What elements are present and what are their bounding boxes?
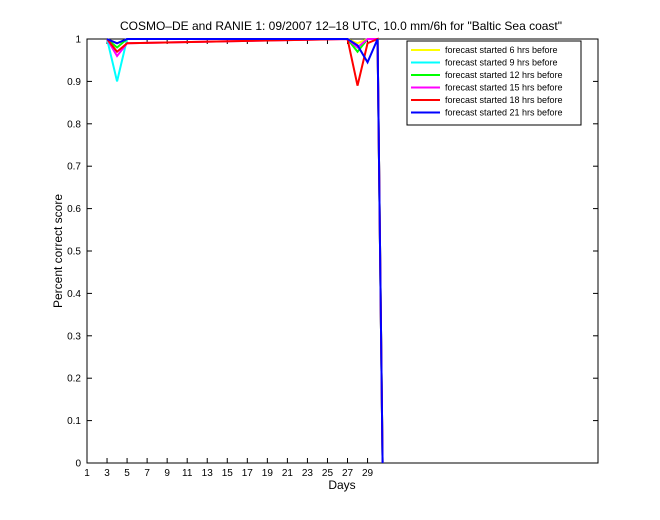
y-tick-label: 0.7 xyxy=(67,162,81,173)
y-tick-label: 1 xyxy=(75,35,81,46)
legend-label: forecast started 12 hrs before xyxy=(445,70,563,80)
legend-label: forecast started 9 hrs before xyxy=(445,58,558,68)
x-tick-label: 23 xyxy=(302,468,314,479)
x-axis-title: Days xyxy=(328,478,355,492)
legend-box xyxy=(406,40,582,126)
chart-title: COSMO–DE and RANIE 1: 09/2007 12–18 UTC,… xyxy=(120,19,562,33)
legend-label: forecast started 18 hrs before xyxy=(445,95,563,105)
y-tick-label: 0.2 xyxy=(67,374,81,385)
legend-label: forecast started 15 hrs before xyxy=(445,83,563,93)
y-tick-label: 0.1 xyxy=(67,416,81,427)
legend-label: forecast started 21 hrs before xyxy=(445,108,563,118)
legend: forecast started 6 hrs before forecast st… xyxy=(406,40,582,126)
series-line-5 xyxy=(106,37,384,464)
x-tick-label: 19 xyxy=(262,468,274,479)
y-axis-title: Percent correct score xyxy=(51,194,65,308)
x-tick-label: 11 xyxy=(182,468,193,479)
x-tick-label: 9 xyxy=(164,468,170,479)
y-axis: 0 0.1 0.2 0.3 0.4 0.5 0.6 0.7 0.8 0.9 1 xyxy=(67,35,598,470)
series-lines xyxy=(106,37,384,464)
y-tick-label: 0.9 xyxy=(67,77,81,88)
y-tick-label: 0.4 xyxy=(67,289,81,300)
x-tick-label: 21 xyxy=(282,468,294,479)
y-tick-label: 0.3 xyxy=(67,331,81,342)
legend-label: forecast started 6 hrs before xyxy=(445,45,558,55)
x-tick-label: 7 xyxy=(144,468,150,479)
series-line-6 xyxy=(106,38,384,464)
x-tick-label: 29 xyxy=(362,468,374,479)
x-tick-label: 13 xyxy=(202,468,214,479)
x-tick-label: 27 xyxy=(342,468,354,479)
x-tick-label: 15 xyxy=(222,468,234,479)
x-tick-label: 5 xyxy=(124,468,130,479)
x-tick-label: 1 xyxy=(84,468,90,479)
x-tick-label: 25 xyxy=(322,468,334,479)
y-tick-label: 0 xyxy=(75,459,81,470)
x-tick-label: 17 xyxy=(242,468,254,479)
x-tick-label: 3 xyxy=(104,468,110,479)
y-tick-label: 0.5 xyxy=(67,247,81,258)
y-tick-label: 0.6 xyxy=(67,204,81,215)
y-tick-label: 0.8 xyxy=(67,119,81,130)
